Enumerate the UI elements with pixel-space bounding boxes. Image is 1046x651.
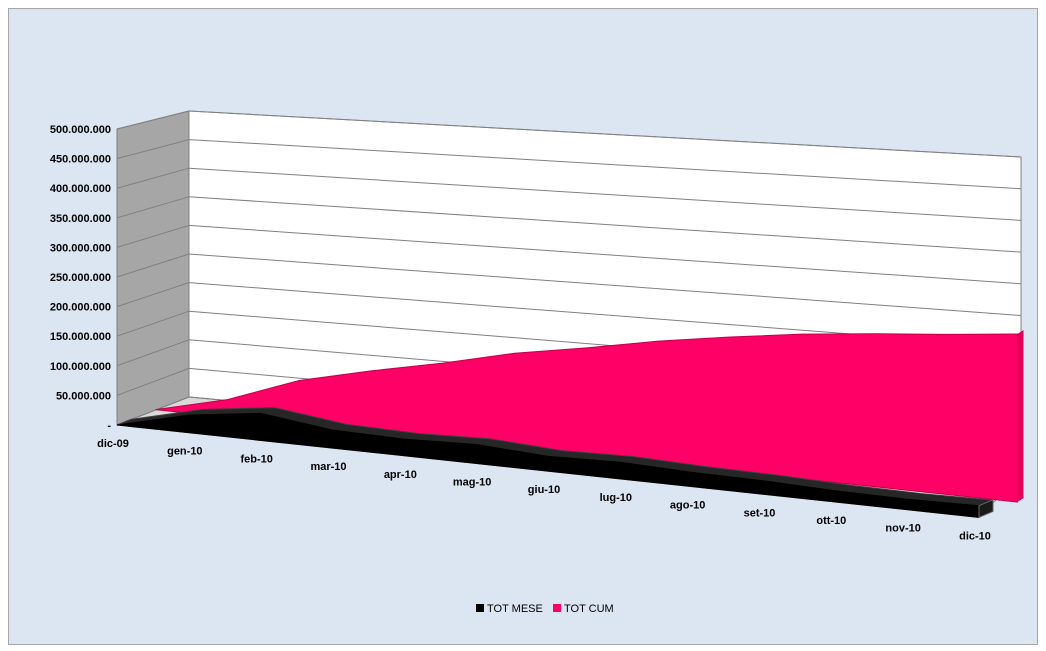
side-gridline [116, 282, 190, 308]
gridline [188, 167, 1022, 221]
y-tick-label: 250.000.000 [50, 272, 111, 284]
side-gridline [116, 196, 190, 219]
gridline [188, 224, 1022, 285]
x-tick-label-dic-09: dic-09 [97, 438, 129, 450]
y-tick-label: 150.000.000 [50, 331, 111, 343]
series-layer [116, 329, 1024, 519]
x-tick-label-ott-10: ott-10 [816, 515, 846, 527]
y-tick-label: 200.000.000 [50, 302, 111, 314]
legend-swatch-tot-cum [553, 604, 561, 612]
y-tick-label: 450.000.000 [50, 154, 111, 166]
x-tick-label-nov-10: nov-10 [885, 523, 920, 535]
gridline [188, 253, 1022, 316]
y-tick-label: 300.000.000 [50, 242, 111, 254]
x-tick-label-ago-10: ago-10 [670, 500, 705, 512]
legend-swatch-tot-mese [476, 604, 484, 612]
x-tick-label-mar-10: mar-10 [310, 461, 346, 473]
x-tick-label-feb-10: feb-10 [240, 453, 272, 465]
side-gridline [116, 339, 190, 367]
y-tick-labels: - 50.000.000 100.000.000 150.000.000 200.000… [50, 124, 112, 432]
y-tick-label: 50.000.000 [56, 390, 111, 402]
x-tick-label-giu-10: giu-10 [528, 484, 560, 496]
legend: TOT MESE TOT CUM [476, 603, 614, 615]
series-tot-cum-edge [1017, 329, 1024, 502]
side-gridline [116, 367, 190, 396]
gridline [188, 196, 1022, 253]
legend-label-tot-cum: TOT CUM [564, 603, 614, 615]
side-gridline [116, 310, 190, 337]
y-tick-label: 500.000.000 [50, 124, 111, 136]
gridline [188, 139, 1022, 190]
x-tick-label-mag-10: mag-10 [453, 477, 492, 489]
series-tot-mese-area [116, 412, 980, 518]
side-gridline [116, 167, 190, 189]
x-tick-label-dic-10: dic-10 [959, 530, 991, 542]
y-tick-label: 100.000.000 [50, 361, 111, 373]
side-wall [116, 110, 190, 426]
y-tick-label: 350.000.000 [50, 213, 111, 225]
gridline [188, 110, 1022, 158]
side-gridline [116, 253, 190, 278]
chart-svg: - 50.000.000 100.000.000 150.000.000 200.000… [50, 110, 1024, 615]
side-gridline [116, 139, 190, 160]
y-tick-label: 400.000.000 [50, 183, 111, 195]
chart-area: - 50.000.000 100.000.000 150.000.000 200.000… [8, 8, 1038, 645]
x-tick-label-gen-10: gen-10 [167, 446, 202, 458]
series-tot-cum-area [155, 333, 1018, 503]
side-gridline [116, 224, 190, 248]
series-tot-mese-edge [978, 498, 994, 519]
x-tick-label-set-10: set-10 [744, 507, 776, 519]
side-gridline [116, 110, 190, 130]
legend-label-tot-mese: TOT MESE [487, 603, 543, 615]
y-tick-label: - [107, 420, 111, 432]
x-tick-label-apr-10: apr-10 [384, 469, 417, 481]
x-tick-label-lug-10: lug-10 [600, 492, 632, 504]
x-tick-labels: dic-09 gen-10 feb-10 mar-10 apr-10 mag-10 giu-… [97, 438, 991, 542]
